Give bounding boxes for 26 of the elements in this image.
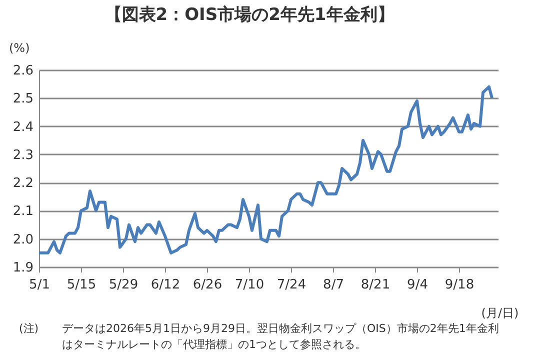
y-tick-label: 1.9 — [12, 260, 34, 276]
x-tick-label: 8/21 — [360, 278, 390, 292]
x-tick-label: 7/10 — [234, 278, 264, 292]
y-tick-label: 2.1 — [12, 204, 34, 220]
x-tick-label: 9/18 — [444, 278, 474, 292]
y-tick-label: 2.3 — [12, 148, 34, 163]
x-axis-title: (月/日) — [481, 306, 519, 320]
y-tick-label: 2.4 — [12, 120, 34, 135]
x-tick-label: 7/24 — [276, 278, 306, 292]
y-tick-label: 2.0 — [12, 232, 34, 248]
x-tick-label: 8/7 — [323, 278, 344, 292]
y-tick-label: 2.2 — [12, 176, 34, 192]
x-tick-label: 5/15 — [66, 278, 96, 292]
y-axis-title: (%) — [9, 41, 30, 55]
x-tick-label: 9/4 — [407, 278, 428, 292]
line-series — [38, 85, 494, 254]
x-tick-label: 5/29 — [108, 278, 138, 292]
text: データは2026年5月1日から9月29日。翌日物金利スワップ（OIS）市場の2年先1年金利 — [62, 322, 499, 335]
x-tick-label: 6/26 — [192, 278, 222, 292]
x-tick-label: 6/12 — [150, 278, 180, 292]
x-tick-label: 5/1 — [29, 278, 50, 292]
y-tick-label: 2.5 — [12, 92, 34, 107]
chart-title: 【図表2：OIS市場の2年先1年金利】 — [104, 5, 394, 25]
text: はターミナルレートの「代理指標」の1つとして参照される。 — [62, 338, 366, 351]
text: (注) — [19, 322, 39, 335]
y-tick-label: 2.6 — [12, 64, 34, 78]
